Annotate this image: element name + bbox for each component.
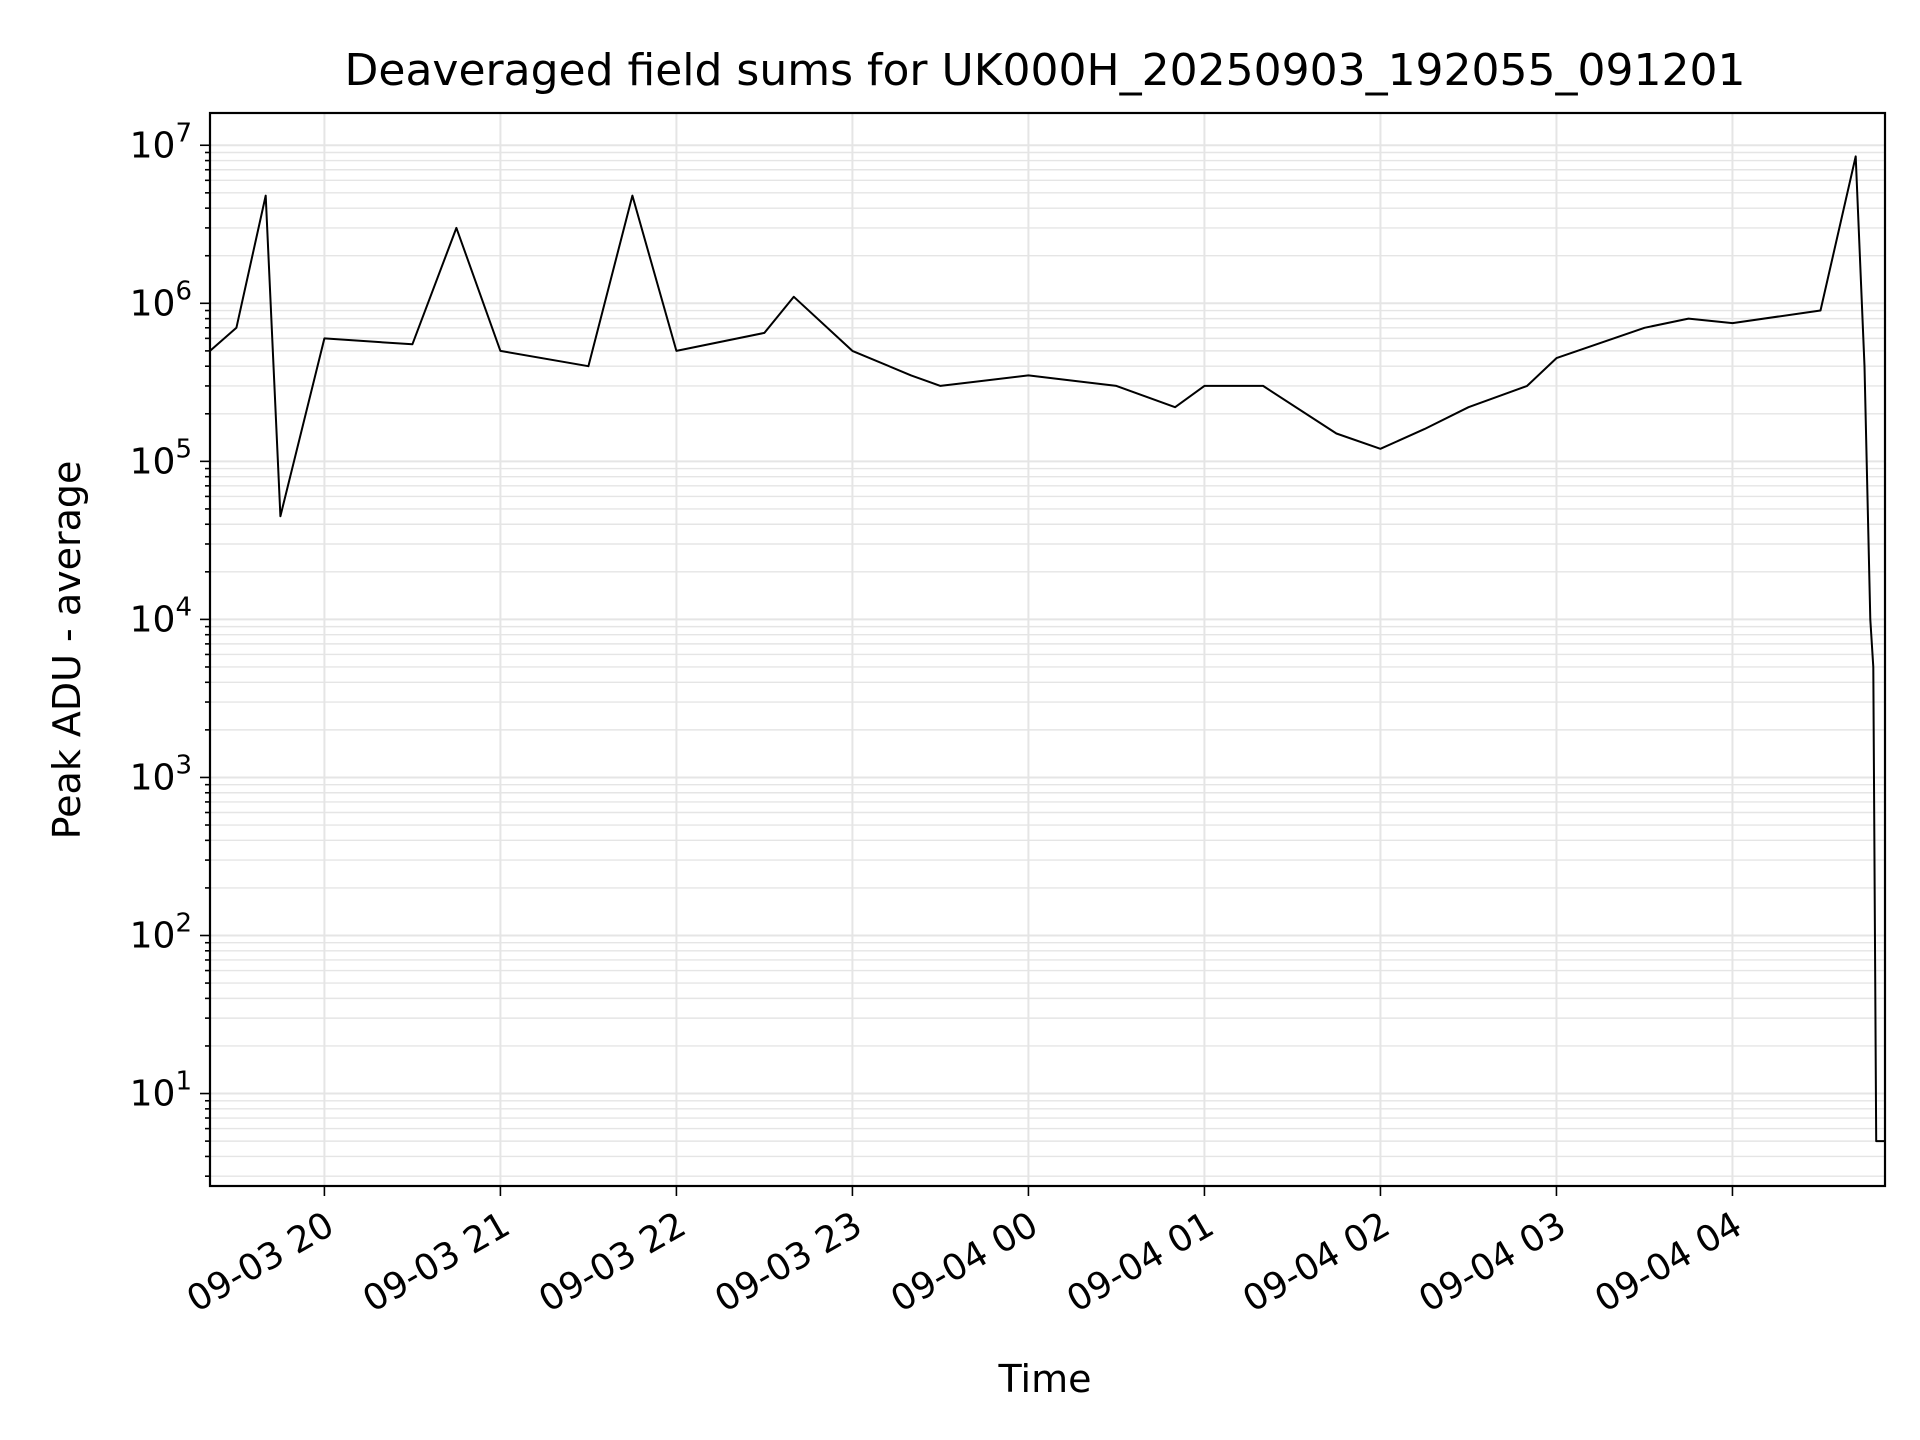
series-line xyxy=(209,155,1885,1143)
x-ticks: 09-03 20 09-03 21 09-03 22 09-03 23 09-04 00… xyxy=(180,1186,1749,1321)
x-tick-label: 09-04 00 xyxy=(884,1204,1045,1320)
x-tick-label: 09-04 02 xyxy=(1236,1204,1397,1320)
x-tick-label: 09-04 04 xyxy=(1588,1204,1749,1320)
y-axis-label: Peak ADU - average xyxy=(45,461,89,840)
y-tick-label: 106 xyxy=(130,276,192,324)
x-tick-label: 09-04 01 xyxy=(1060,1204,1221,1320)
y-tick-label: 103 xyxy=(130,750,192,798)
y-tick-label: 105 xyxy=(130,434,192,482)
y-tick-label: 107 xyxy=(130,118,192,166)
x-tick-label: 09-04 03 xyxy=(1412,1204,1573,1320)
series-group xyxy=(209,155,1885,1143)
x-tick-label: 09-03 23 xyxy=(708,1204,869,1320)
x-tick-label: 09-03 21 xyxy=(356,1204,517,1320)
y-tick-label: 104 xyxy=(130,592,192,640)
x-axis-label: Time xyxy=(998,1357,1092,1401)
grid-lines xyxy=(210,113,1885,1186)
chart-title: Deaveraged field sums for UK000H_2025090… xyxy=(345,45,1746,96)
y-tick-label: 102 xyxy=(130,908,192,956)
y-ticks: 101 102 103 104 105 106 107 xyxy=(130,118,210,1177)
x-tick-label: 09-03 22 xyxy=(532,1204,693,1320)
y-tick-label: 101 xyxy=(130,1067,192,1115)
plot-frame xyxy=(208,111,1887,1188)
x-tick-label: 09-03 20 xyxy=(180,1204,341,1320)
